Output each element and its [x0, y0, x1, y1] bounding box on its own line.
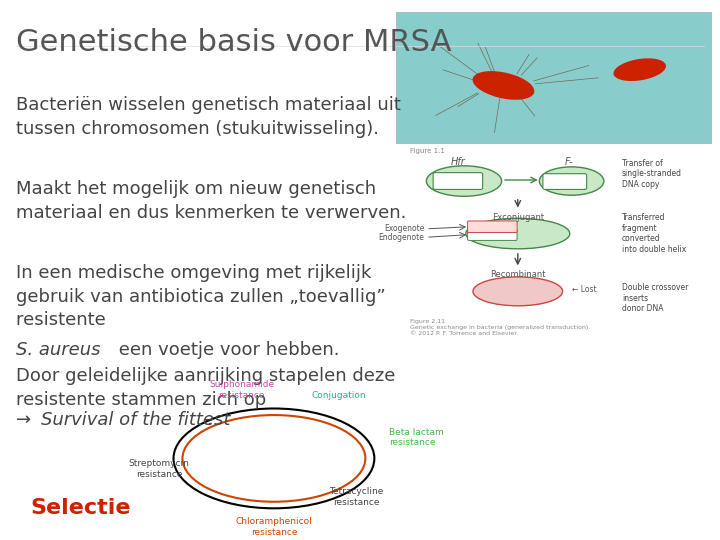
FancyBboxPatch shape	[433, 173, 482, 190]
Ellipse shape	[426, 166, 502, 196]
Text: Bacteriën wisselen genetisch materiaal uit
tussen chromosomen (stukuitwisseling): Bacteriën wisselen genetisch materiaal u…	[16, 96, 400, 138]
FancyBboxPatch shape	[467, 221, 517, 233]
Text: Chloramphenicol
resistance: Chloramphenicol resistance	[235, 517, 312, 537]
Ellipse shape	[466, 218, 570, 249]
FancyBboxPatch shape	[396, 12, 711, 143]
Text: Survival of the fittest: Survival of the fittest	[41, 411, 230, 429]
Text: Exconjugant: Exconjugant	[492, 213, 544, 221]
Ellipse shape	[472, 71, 534, 100]
Text: Maakt het mogelijk om nieuw genetisch
materiaal en dus kenmerken te verwerven.: Maakt het mogelijk om nieuw genetisch ma…	[16, 180, 406, 221]
Text: Figure 1.1: Figure 1.1	[410, 148, 445, 154]
Text: Tetracycline
resistance: Tetracycline resistance	[329, 487, 384, 507]
Text: F-: F-	[564, 157, 573, 167]
FancyBboxPatch shape	[467, 229, 517, 240]
Text: Sulphonamide
resistance: Sulphonamide resistance	[209, 380, 274, 400]
Ellipse shape	[539, 167, 604, 195]
Text: .: .	[206, 411, 212, 429]
Text: →: →	[16, 411, 37, 429]
Text: Exogenote: Exogenote	[384, 224, 425, 233]
Text: Transfer of
single-stranded
DNA copy: Transfer of single-stranded DNA copy	[622, 159, 682, 188]
Text: Hfr: Hfr	[451, 157, 465, 167]
Text: Streptomycin
resistance: Streptomycin resistance	[129, 459, 189, 478]
Text: Genetische basis voor MRSA: Genetische basis voor MRSA	[16, 28, 451, 57]
Text: Double crossover
inserts
donor DNA: Double crossover inserts donor DNA	[622, 284, 688, 313]
Text: Door geleidelijke aanrijking stapelen deze
resistente stammen zich op: Door geleidelijke aanrijking stapelen de…	[16, 367, 395, 409]
Text: Figure 2.11
Genetic exchange in bacteria (generalized transduction).
© 2012 P. F: Figure 2.11 Genetic exchange in bacteria…	[410, 319, 590, 336]
Ellipse shape	[613, 58, 666, 81]
FancyBboxPatch shape	[543, 174, 587, 190]
Text: ← Lost: ← Lost	[572, 285, 596, 294]
Text: Transferred
fragment
converted
into double helix: Transferred fragment converted into doub…	[622, 213, 686, 254]
Ellipse shape	[473, 277, 562, 306]
Text: Selectie: Selectie	[30, 498, 130, 518]
Text: S. aureus: S. aureus	[16, 341, 100, 359]
Text: Endogenote: Endogenote	[379, 233, 425, 242]
Text: Beta lactam
resistance: Beta lactam resistance	[389, 428, 444, 447]
Text: Conjugation: Conjugation	[311, 390, 366, 400]
Text: Recombinant: Recombinant	[490, 271, 546, 279]
Text: een voetje voor hebben.: een voetje voor hebben.	[112, 341, 339, 359]
Text: In een medische omgeving met rijkelijk
gebruik van antibiotica zullen „toevallig: In een medische omgeving met rijkelijk g…	[16, 264, 385, 329]
